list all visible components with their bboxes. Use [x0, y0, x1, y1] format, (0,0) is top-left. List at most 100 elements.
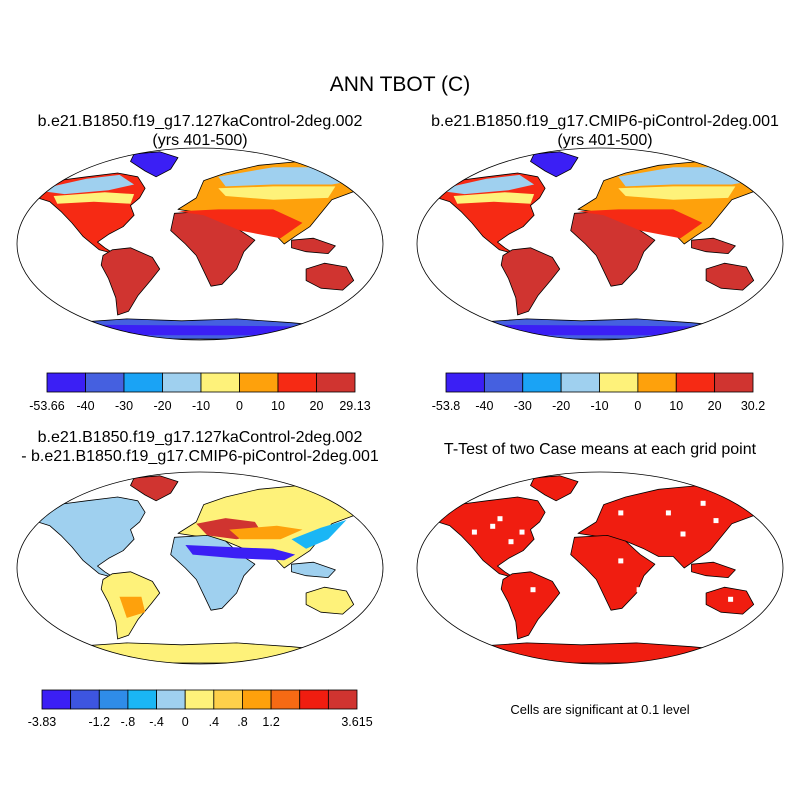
continent-greenland: [530, 475, 579, 502]
continent-maritime: [691, 237, 736, 254]
colorbar-tick-label: .4: [209, 715, 219, 729]
continent-greenland: [130, 475, 179, 502]
colorbar-swatch: [316, 372, 356, 393]
colorbar-tick-label: 0: [182, 715, 189, 729]
colorbar-swatch: [277, 372, 317, 393]
colorbar-3: -3.83 -1.2 -.8 -.4 0 .4 .8 1.2 3.615: [28, 689, 373, 729]
insignificant-cell: [665, 510, 671, 516]
colorbar-tick-label: 10: [271, 399, 285, 413]
continent-southAmerica: [500, 247, 561, 316]
colorbar-tick-label: .8: [237, 715, 247, 729]
panel3-title-line1: b.e21.B1850.f19_g17.127kaControl-2deg.00…: [37, 429, 363, 446]
antarctica-interior: [79, 324, 329, 336]
figure-title: ANN TBOT (C): [329, 73, 471, 96]
anomaly-south-america: [119, 596, 146, 618]
colorbar-swatch: [127, 689, 157, 710]
colorbar-tick-label: -40: [475, 399, 493, 413]
insignificant-cell: [490, 523, 496, 529]
colorbar-1: -53.66 -40 -30 -20 -10 0 10 20 29.13: [29, 372, 371, 413]
colorbar-tick-label: -20: [552, 399, 570, 413]
colorbar-swatch: [270, 689, 301, 710]
colorbar-swatch: [637, 372, 677, 393]
colorbar-swatch: [445, 372, 485, 393]
colorbar-swatch: [41, 689, 72, 710]
map-frame: [416, 147, 784, 341]
colorbar-tick-label: 30.2: [741, 399, 765, 413]
colorbar-swatch: [560, 372, 600, 393]
colorbar-swatch: [483, 372, 524, 393]
colorbar-tick-label: -30: [514, 399, 532, 413]
panel3-title: b.e21.B1850.f19_g17.127kaControl-2deg.00…: [0, 428, 400, 466]
panel2-title-line2: (yrs 401-500): [557, 132, 653, 149]
continent-africa: [570, 535, 656, 611]
anomaly-central-asia: [229, 525, 303, 540]
boreal-zone: [453, 192, 535, 204]
colorbar-swatch: [85, 372, 125, 393]
colorbar-swatch: [184, 689, 215, 710]
map-panel-2: [416, 147, 784, 341]
colorbar-tick-label: 10: [669, 399, 683, 413]
map-panel-3: [16, 471, 384, 665]
continent-greenland: [530, 151, 579, 178]
continent-australia: [305, 586, 355, 615]
colorbar-tick-label: -10: [590, 399, 608, 413]
colorbar-swatch: [239, 372, 279, 393]
continent-maritime: [291, 561, 336, 578]
colorbar-swatch: [599, 372, 639, 393]
continent-maritime: [691, 561, 736, 578]
insignificant-cell: [680, 531, 686, 537]
panel4-title: T-Test of two Case means at each grid po…: [443, 441, 757, 458]
colorbar-swatch: [327, 689, 358, 710]
colorbar-tick-label: -53.66: [29, 399, 64, 413]
map-frame: [416, 471, 784, 665]
continent-southAmerica: [500, 571, 561, 640]
land-layer: [29, 151, 371, 340]
colorbar-swatch: [299, 689, 329, 710]
colorbar-swatch: [156, 689, 186, 710]
panel3-title-line2: - b.e21.B1850.f19_g17.CMIP6-piControl-2d…: [21, 448, 379, 465]
insignificant-cell: [713, 518, 719, 524]
colorbar-tick-label: 20: [310, 399, 324, 413]
anomaly-east-asia: [291, 520, 347, 549]
map-panel-4: [416, 471, 784, 665]
map-frame: [16, 147, 384, 341]
insignificant-cell: [700, 500, 706, 506]
colorbar-tick-label: 1.2: [262, 715, 279, 729]
colorbar-tick-label: -3.83: [28, 715, 57, 729]
insignificant-cell: [471, 529, 477, 535]
continent-northAmerica: [429, 496, 546, 578]
antarctica-interior: [479, 324, 729, 336]
colorbar-tick-label: 29.13: [339, 399, 370, 413]
colorbar-swatch: [162, 372, 202, 393]
insignificant-cell: [618, 510, 624, 516]
colorbar-swatch: [123, 372, 163, 393]
insignificant-cell: [519, 529, 525, 535]
colorbar-swatch: [98, 689, 129, 710]
continent-maritime: [291, 237, 336, 254]
subtropics-zone: [178, 209, 303, 239]
subtropics-zone: [578, 209, 703, 239]
continent-northAmerica: [29, 496, 146, 578]
panel1-title-line1: b.e21.B1850.f19_g17.127kaControl-2deg.00…: [37, 113, 363, 130]
colorbar-swatch: [46, 372, 86, 393]
map-frame: [16, 471, 384, 665]
colorbar-tick-label: -30: [115, 399, 133, 413]
significance-note: Cells are significant at 0.1 level: [510, 702, 690, 717]
colorbar-swatch: [213, 689, 243, 710]
insignificant-cell: [530, 587, 536, 593]
insignificant-cell: [618, 558, 624, 564]
colorbar-tick-label: -53.8: [432, 399, 461, 413]
colorbar-tick-label: 3.615: [341, 715, 372, 729]
colorbar-tick-label: 20: [708, 399, 722, 413]
continent-australia: [705, 262, 755, 291]
colorbar-tick-label: -10: [192, 399, 210, 413]
colorbar-swatch: [522, 372, 562, 393]
colorbar-swatch: [70, 689, 100, 710]
insignificant-cell: [728, 596, 734, 602]
continent-australia: [305, 262, 355, 291]
panel2-title-line1: b.e21.B1850.f19_g17.CMIP6-piControl-2deg…: [431, 113, 779, 130]
continent-southAmerica: [100, 247, 161, 316]
colorbar-tick-label: -.8: [121, 715, 136, 729]
arctic-zone: [435, 174, 535, 195]
